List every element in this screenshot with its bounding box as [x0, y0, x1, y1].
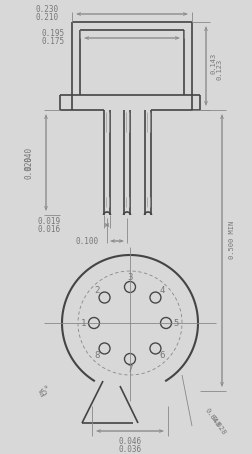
Text: 4: 4	[160, 286, 165, 295]
Text: 0.500 MIN: 0.500 MIN	[229, 221, 235, 259]
Text: 2: 2	[95, 286, 100, 295]
Text: 0.230: 0.230	[35, 5, 58, 15]
Text: 0.028: 0.028	[210, 415, 227, 436]
Text: 1: 1	[81, 319, 87, 327]
Text: 0.210: 0.210	[35, 13, 58, 21]
Text: 0.016: 0.016	[38, 224, 61, 233]
Text: 0.195: 0.195	[42, 30, 65, 39]
Text: 0.020: 0.020	[25, 155, 34, 178]
Text: 45°: 45°	[38, 383, 54, 399]
Text: 0.123: 0.123	[217, 59, 223, 79]
Text: 0.048: 0.048	[204, 408, 221, 429]
Text: 0.143: 0.143	[211, 52, 217, 74]
Text: 6: 6	[160, 351, 165, 360]
Text: 7: 7	[127, 365, 133, 374]
Text: 0.040: 0.040	[25, 147, 34, 169]
Text: 0.019: 0.019	[38, 217, 61, 227]
Text: 5: 5	[173, 319, 179, 327]
Text: 0.046: 0.046	[118, 436, 142, 445]
Text: 0.100: 0.100	[76, 237, 99, 247]
Text: 0.175: 0.175	[42, 36, 65, 45]
Text: 8: 8	[95, 351, 100, 360]
Text: 0.036: 0.036	[118, 444, 142, 454]
Text: 3: 3	[127, 272, 133, 281]
